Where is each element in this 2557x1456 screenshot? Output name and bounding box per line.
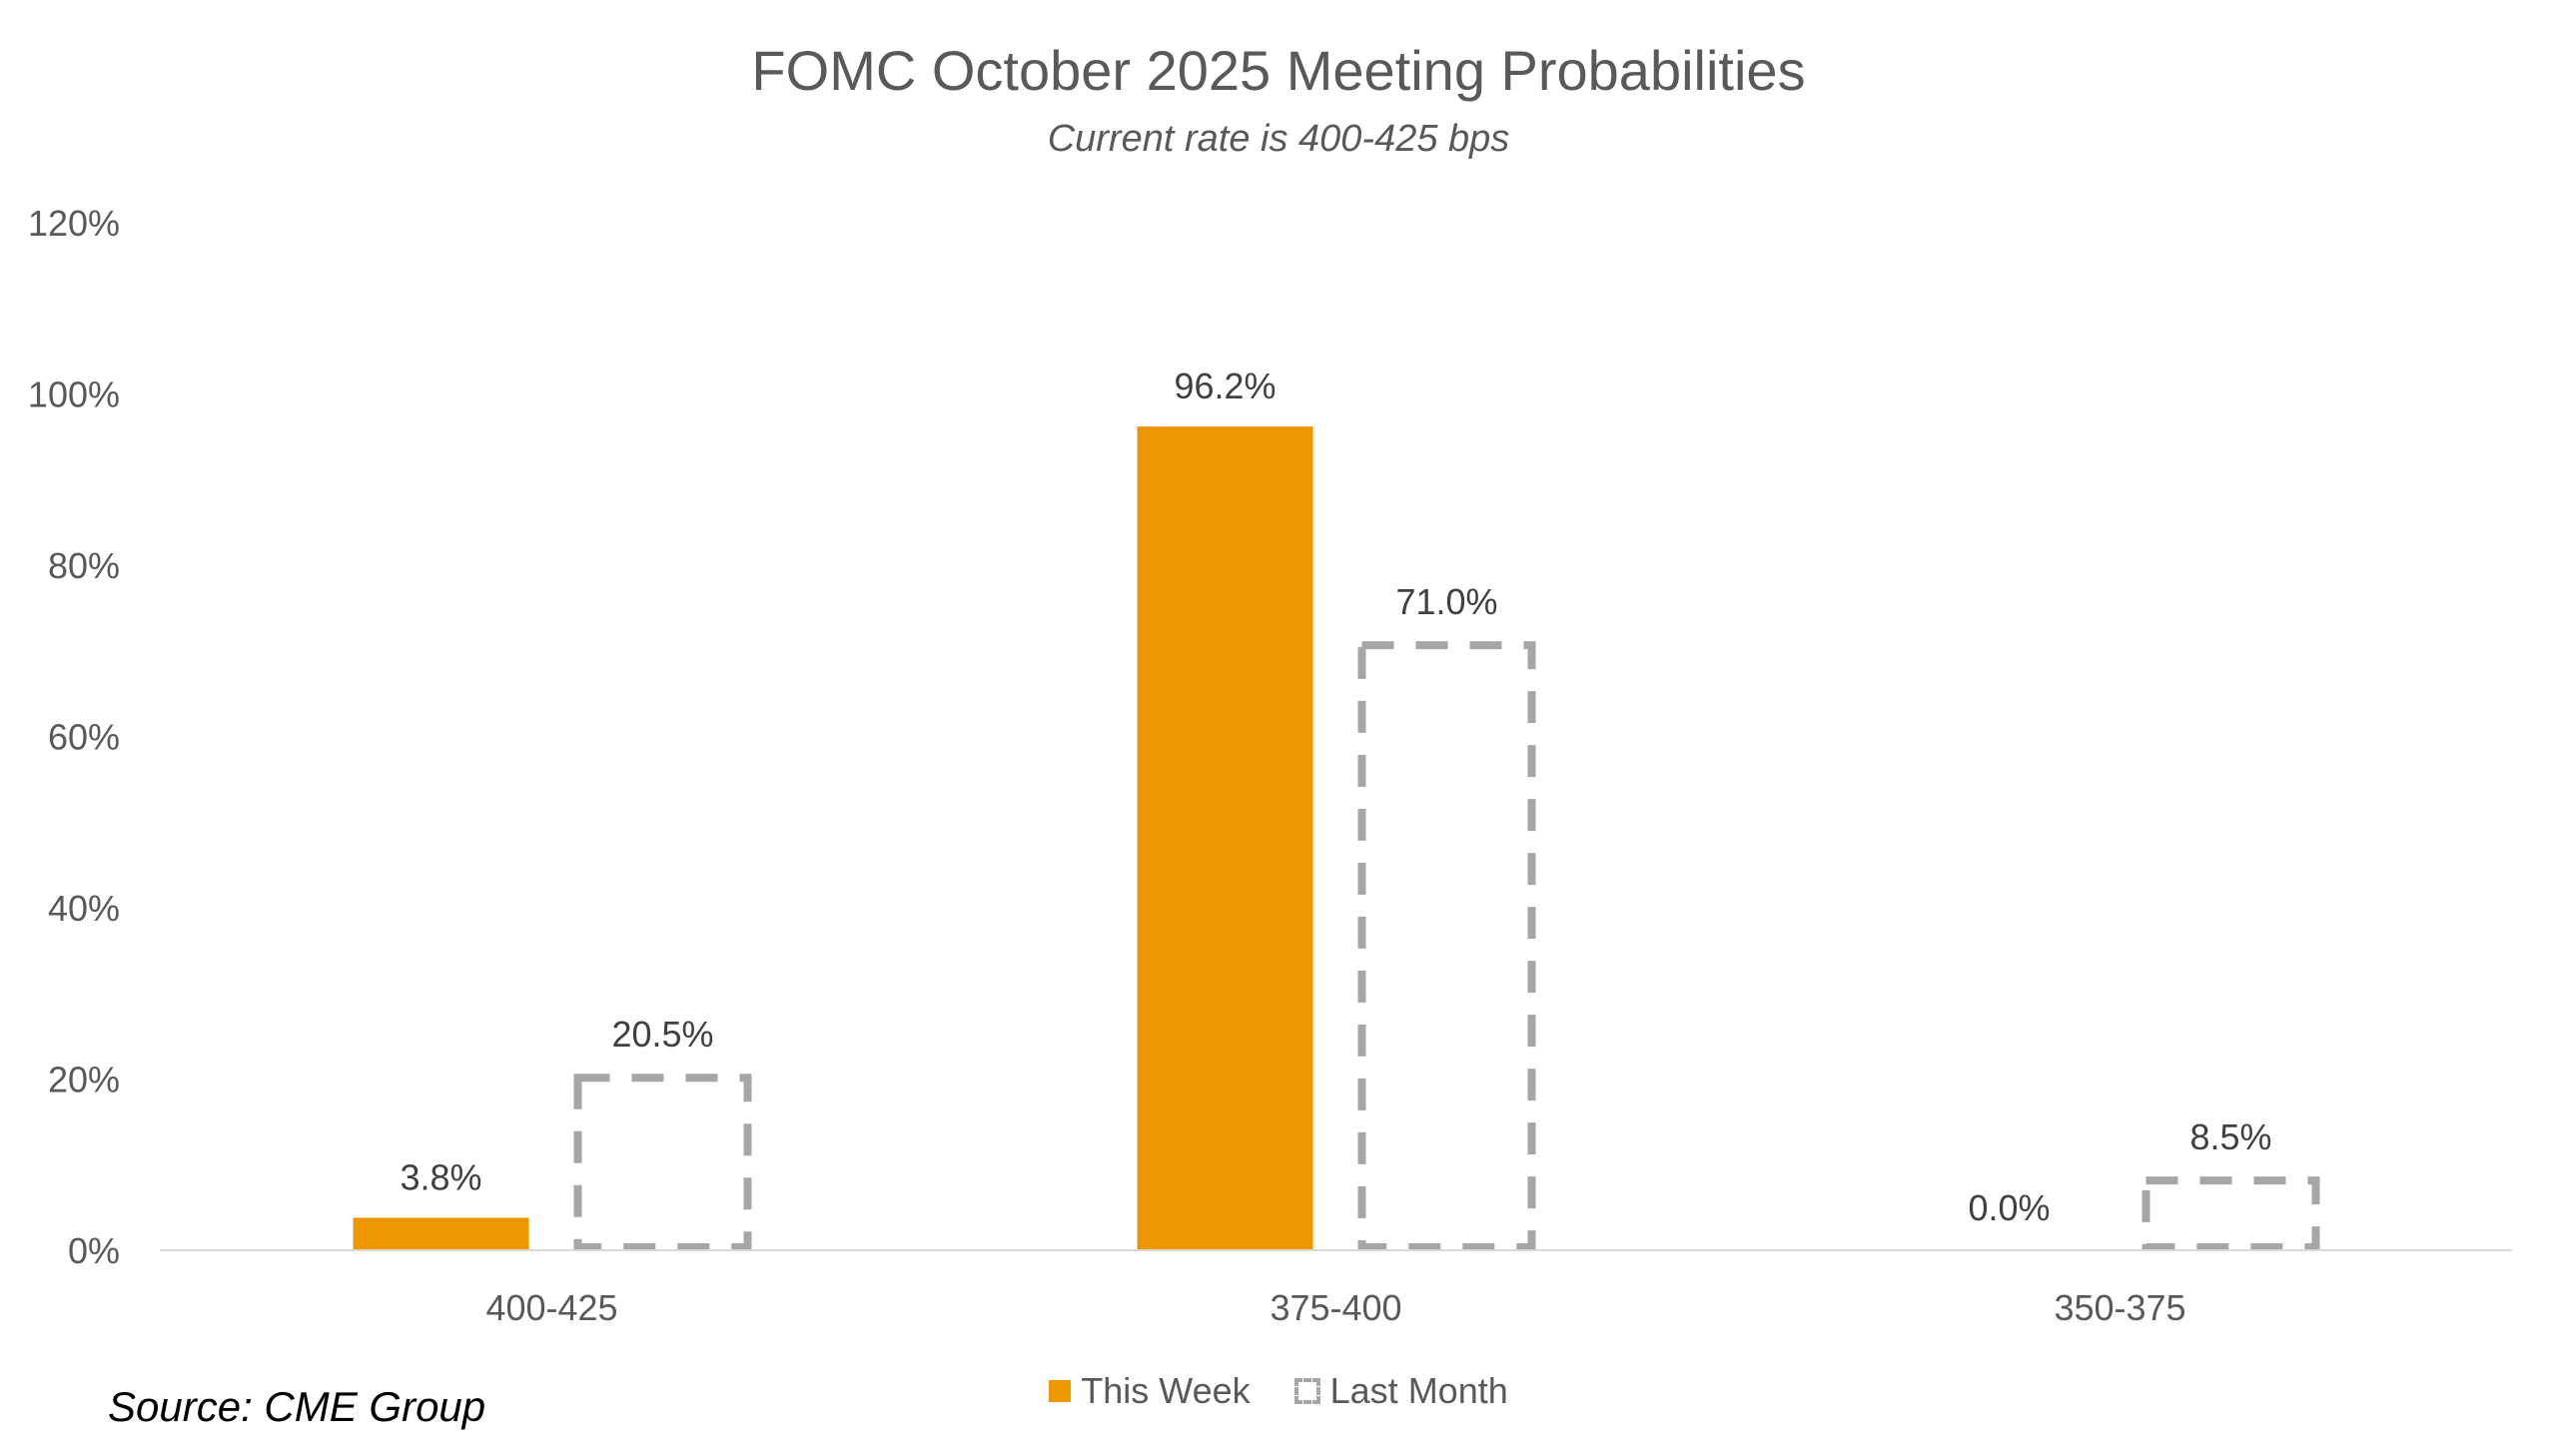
legend-item-this-week: This Week: [1049, 1370, 1251, 1412]
legend-label-last-month: Last Month: [1329, 1370, 1508, 1411]
data-label: 20.5%: [611, 1014, 713, 1055]
legend: This Week Last Month: [0, 1370, 2557, 1412]
bar-this-week: [353, 1217, 529, 1250]
x-tick-label: 375-400: [1270, 1287, 1401, 1328]
y-tick-label: 60%: [48, 717, 120, 758]
y-axis-tick-labels: 0% 20% 40% 60% 80% 100% 120%: [28, 203, 120, 1271]
data-label: 71.0%: [1395, 581, 1497, 622]
y-tick-label: 100%: [28, 374, 120, 415]
data-label: 3.8%: [400, 1156, 481, 1197]
y-tick-label: 40%: [48, 888, 120, 929]
y-tick-label: 120%: [28, 203, 120, 244]
y-tick-label: 0%: [68, 1230, 120, 1271]
legend-swatch-this-week: [1049, 1380, 1072, 1402]
x-axis-tick-labels: 400-425 375-400 350-375: [485, 1287, 2185, 1328]
data-labels: 3.8% 20.5% 96.2% 71.0% 0.0% 8.5%: [400, 365, 2271, 1228]
x-tick-label: 350-375: [2054, 1287, 2185, 1328]
y-tick-label: 20%: [48, 1060, 120, 1100]
x-tick-label: 400-425: [485, 1287, 617, 1328]
bar-last-month: [573, 1074, 752, 1252]
legend-label-this-week: This Week: [1081, 1370, 1251, 1411]
source-note: Source: CME Group: [108, 1383, 486, 1430]
legend-item-last-month: Last Month: [1293, 1370, 1508, 1412]
bar-last-month: [1357, 641, 1536, 1251]
data-label: 8.5%: [2189, 1116, 2271, 1157]
bars: [353, 426, 2320, 1252]
bar-this-week: [1137, 426, 1313, 1251]
chart-title: FOMC October 2025 Meeting Probabilities: [751, 39, 1806, 102]
data-label: 96.2%: [1174, 365, 1276, 406]
legend-swatch-last-month: [1293, 1378, 1320, 1404]
data-label: 0.0%: [1968, 1187, 2050, 1228]
chart-subtitle: Current rate is 400-425 bps: [1047, 118, 1510, 160]
y-tick-label: 80%: [48, 545, 120, 586]
bar-last-month: [2141, 1176, 2320, 1252]
